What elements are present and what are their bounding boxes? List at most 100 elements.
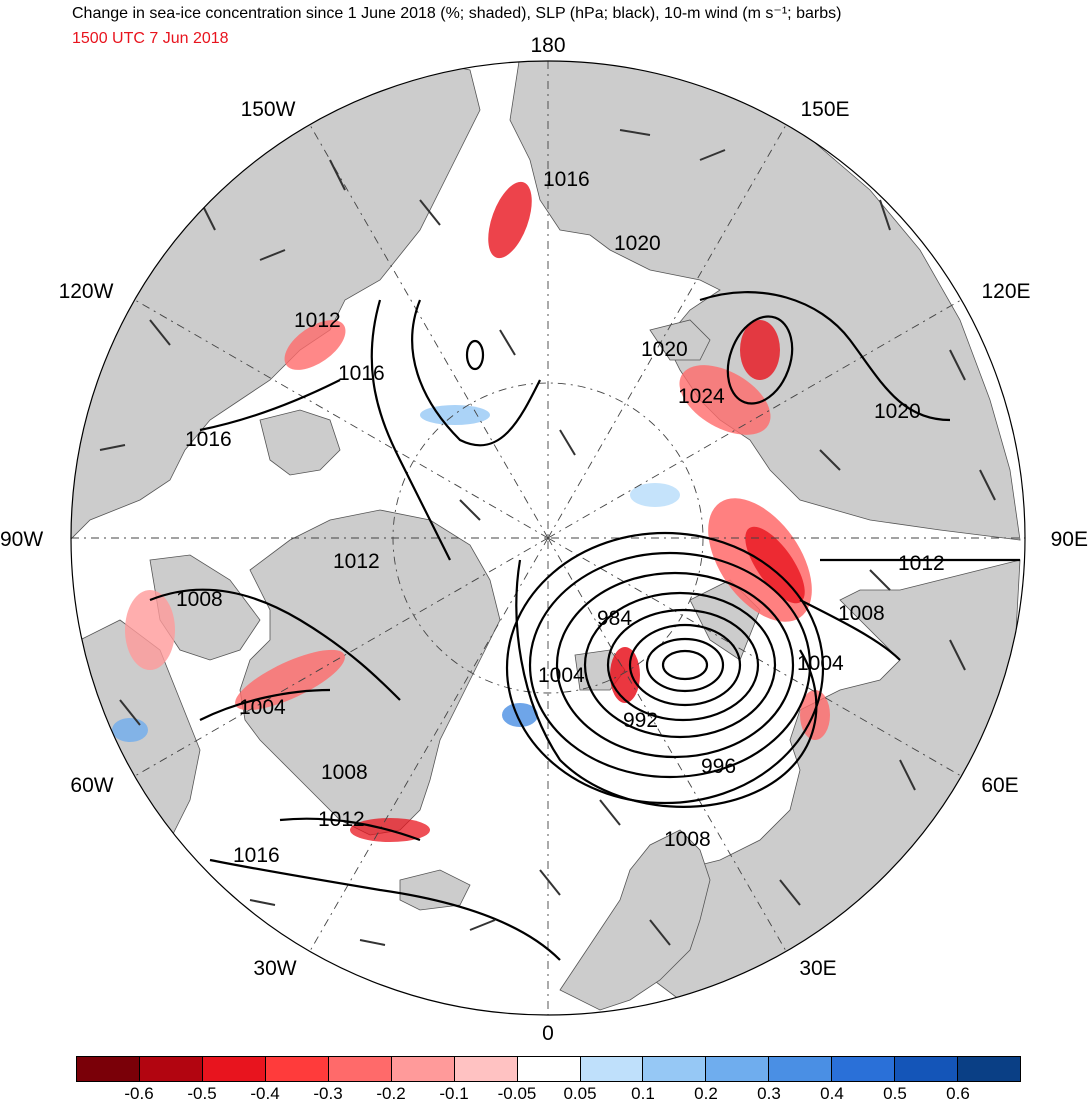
- colorbar-tick-label: -0.3: [313, 1084, 343, 1103]
- colorbar-tick-label: -0.2: [376, 1084, 406, 1103]
- colorbar-tick-label: 0.3: [757, 1084, 781, 1103]
- colorbar-cell: [706, 1057, 770, 1081]
- contour-1004-baffin: [199, 688, 331, 721]
- colorbar-cell: [454, 1057, 518, 1081]
- slp-label: 1008: [176, 588, 223, 611]
- lon-label-150e: 150E: [800, 98, 849, 121]
- slp-label: 1004: [538, 664, 585, 687]
- colorbar-tick-labels: -0.6 -0.5 -0.4 -0.3 -0.2 -0.1 -0.05 0.05 0.1 0.2 0…: [0, 1084, 1088, 1106]
- colorbar: [76, 1056, 1021, 1082]
- slp-label: 1012: [294, 309, 341, 332]
- lon-label-90w: 90W: [0, 528, 43, 551]
- slp-label: 1016: [338, 362, 385, 385]
- colorbar-tick-label: -0.5: [187, 1084, 217, 1103]
- ice-loss-baffin-bay: [235, 649, 345, 711]
- contour-1012-atlantic: [279, 817, 421, 842]
- contour-1008-east: [799, 599, 901, 661]
- contour-1016-atlantic: [209, 858, 561, 961]
- iceland-land: [399, 869, 471, 911]
- slp-contours: [149, 291, 1020, 961]
- slp-contour-labels: 1016 1020 1012 1016 1016 1020 1024 1020 …: [176, 168, 945, 867]
- contour-1016-west: [370, 299, 451, 561]
- colorbar-cell: [895, 1057, 959, 1081]
- ice-loss-barents: [610, 647, 640, 703]
- lon-label-180: 180: [530, 34, 565, 57]
- low-center-contour-2: [645, 637, 725, 693]
- slp-label: 1004: [239, 696, 286, 719]
- slp-label: 1008: [838, 602, 885, 625]
- colorbar-cell: [517, 1057, 581, 1081]
- contour-1008-greenland: [149, 588, 401, 701]
- lon-label-60w: 60W: [70, 774, 113, 797]
- low-center-contour-4: [606, 608, 760, 722]
- colorbar-cell: [77, 1057, 140, 1081]
- ice-loss-laptev: [740, 320, 780, 380]
- colorbar-tick-label: -0.4: [250, 1084, 280, 1103]
- lon-label-150w: 150W: [241, 98, 296, 121]
- colorbar-cell: [958, 1057, 1021, 1081]
- colorbar-tick-label: 0.05: [563, 1084, 597, 1103]
- longitude-labels: 180 0 90W 90E 150W 150E 120W 120E 60W 60…: [0, 34, 1088, 1045]
- slp-label: 984: [597, 607, 632, 630]
- slp-label: 1008: [664, 828, 711, 851]
- contour-small-high: [465, 339, 485, 371]
- low-center-contour-5: [583, 591, 777, 739]
- colorbar-tick-label: 0.5: [883, 1084, 907, 1103]
- low-center-contour-3: [628, 623, 742, 707]
- colorbar-tick-label: -0.05: [497, 1084, 537, 1103]
- colorbar-tick-label: -0.6: [124, 1084, 154, 1103]
- contour-1020-central: [411, 299, 541, 447]
- colorbar-cell: [769, 1057, 833, 1081]
- ice-loss-east-siberian-sea: [679, 365, 771, 435]
- colorbar-cell: [202, 1057, 266, 1081]
- colorbar-cell: [328, 1057, 392, 1081]
- slp-label: 1008: [321, 761, 368, 784]
- colorbar-tick-label: -0.1: [439, 1084, 469, 1103]
- colorbar-cell: [139, 1057, 203, 1081]
- low-center-contour-8: [505, 531, 825, 805]
- lon-label-90e: 90E: [1051, 528, 1088, 551]
- map-title: Change in sea-ice concentration since 1 …: [72, 5, 842, 22]
- land-masses: [71, 61, 1021, 1011]
- lon-label-0: 0: [542, 1022, 554, 1045]
- slp-label: 1024: [678, 385, 725, 408]
- slp-label: 1020: [641, 338, 688, 361]
- slp-label: 992: [623, 709, 658, 732]
- contour-1020-siberia: [699, 291, 951, 422]
- colorbar-tick-label: 0.1: [631, 1084, 655, 1103]
- slp-label: 996: [701, 755, 736, 778]
- canadian-archipelago-land: [259, 409, 341, 476]
- valid-time-label: 1500 UTC 7 Jun 2018: [72, 30, 229, 47]
- lon-label-120e: 120E: [981, 280, 1030, 303]
- colorbar-tick-label: 0.2: [694, 1084, 718, 1103]
- contour-1024-high: [726, 315, 794, 405]
- slp-label: 1020: [614, 232, 661, 255]
- ice-loss-beaufort: [284, 320, 346, 370]
- colorbar-cell: [391, 1057, 455, 1081]
- colorbar-tick-label: 0.4: [820, 1084, 844, 1103]
- slp-label: 1004: [797, 652, 844, 675]
- slp-label: 1016: [185, 428, 232, 451]
- slp-label: 1016: [543, 168, 590, 191]
- map-boundary: [70, 60, 1026, 1016]
- ice-gain-central: [420, 405, 490, 425]
- slp-label: 1020: [874, 400, 921, 423]
- colorbar-cell: [265, 1057, 329, 1081]
- contour-1004: [515, 559, 818, 808]
- low-center-contour-1: [661, 649, 709, 681]
- low-center-contour-6: [555, 571, 795, 759]
- ice-gain-kara: [630, 483, 680, 507]
- lon-label-120w: 120W: [59, 280, 114, 303]
- colorbar-cell: [580, 1057, 644, 1081]
- slp-label: 1012: [898, 552, 945, 575]
- colorbar-cell: [832, 1057, 896, 1081]
- ice-loss-hudson: [125, 590, 175, 670]
- contour-1016-alaska: [199, 379, 341, 432]
- slp-label: 1012: [318, 808, 365, 831]
- lon-label-60e: 60E: [981, 774, 1018, 797]
- new-siberian-islands-land: [649, 319, 711, 361]
- ice-gain-fram: [502, 703, 538, 727]
- slp-label: 1016: [233, 844, 280, 867]
